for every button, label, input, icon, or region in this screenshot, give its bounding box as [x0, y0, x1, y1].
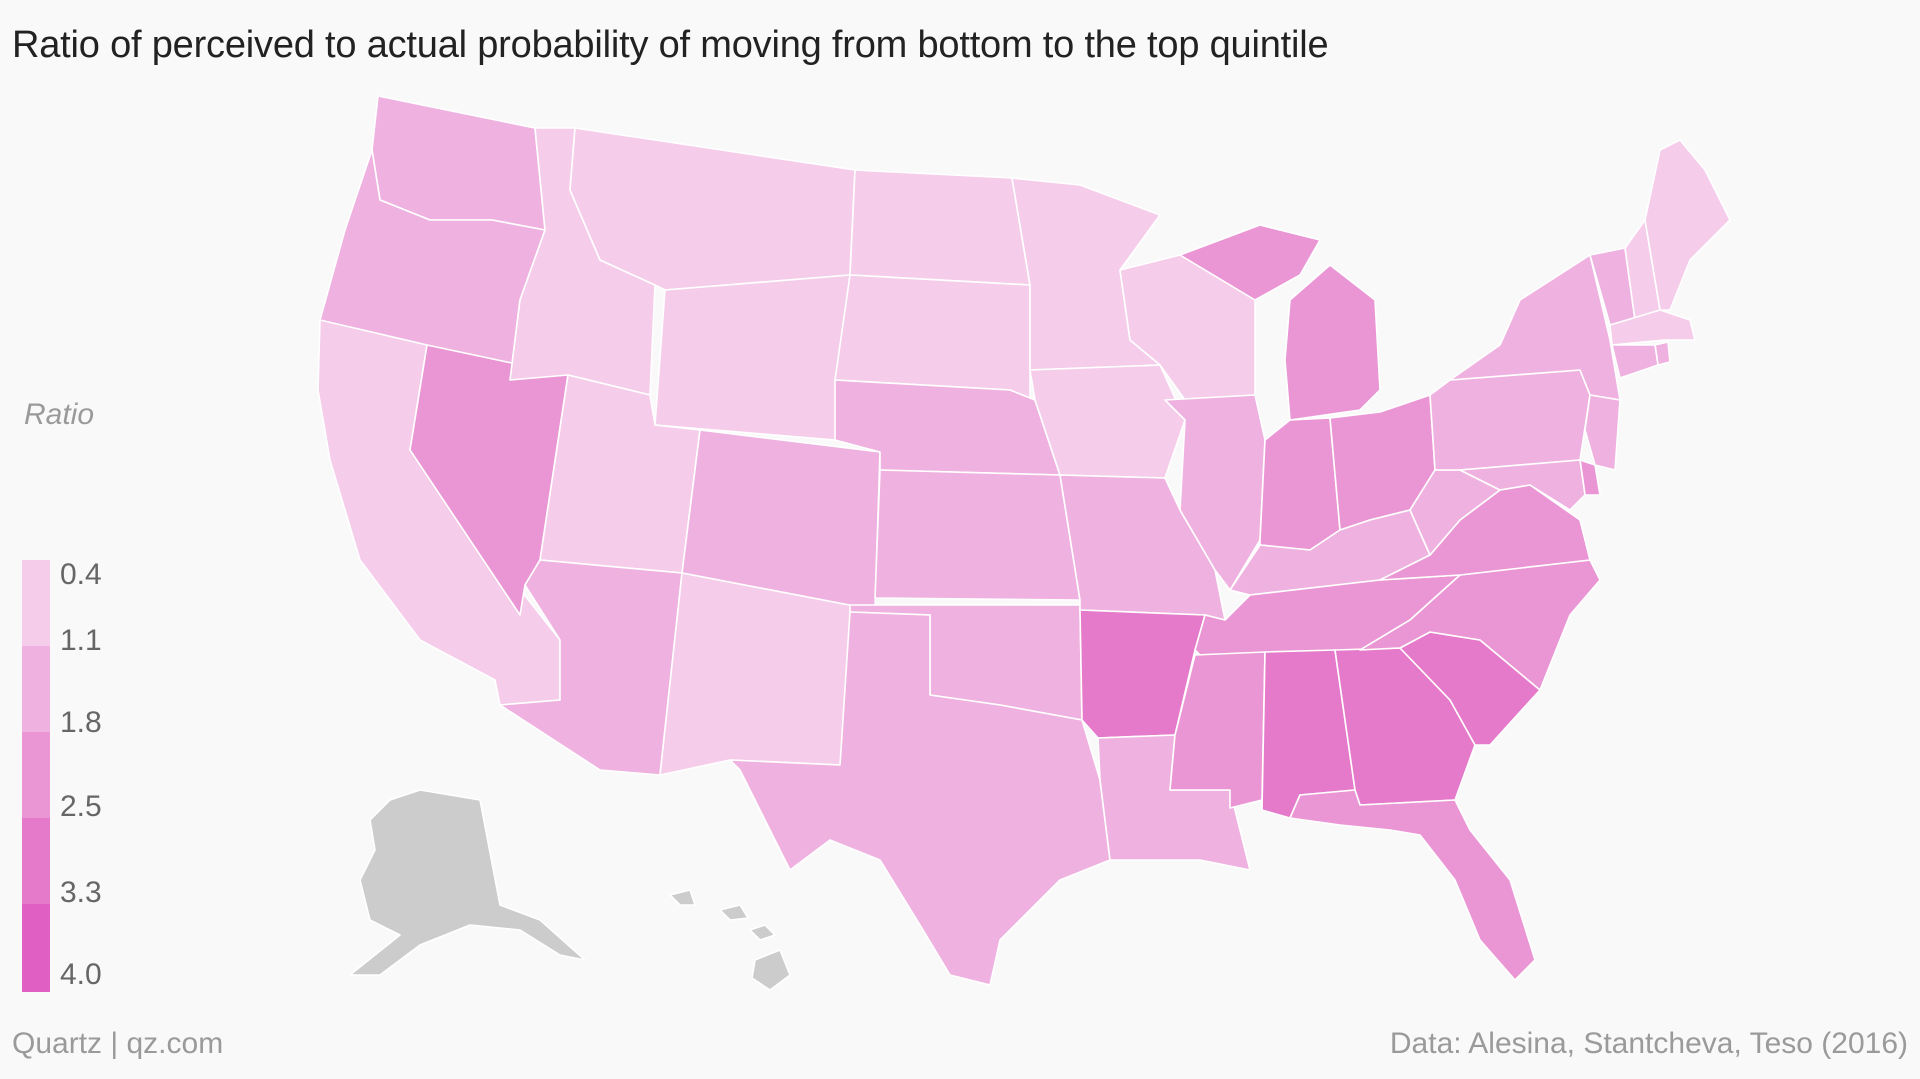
state-TX[interactable]	[729, 611, 1111, 986]
legend-swatch-5	[22, 904, 50, 992]
legend-tick-0.4: 0.4	[60, 558, 102, 591]
state-NC[interactable]	[1359, 559, 1601, 691]
state-NY[interactable]	[1449, 254, 1621, 401]
chart-title: Ratio of perceived to actual probability…	[12, 24, 1329, 66]
state-FL[interactable]	[1289, 789, 1536, 981]
data-source: Data: Alesina, Stantcheva, Teso (2016)	[1389, 1027, 1908, 1060]
state-MD[interactable]	[1459, 459, 1586, 511]
state-HI[interactable]	[669, 889, 791, 991]
state-CT[interactable]	[1611, 344, 1659, 379]
state-ND[interactable]	[849, 169, 1031, 286]
state-ME[interactable]	[1644, 139, 1731, 311]
state-NJ[interactable]	[1584, 394, 1621, 471]
legend-tick-3.3: 3.3	[60, 876, 102, 909]
legend-swatch-2	[22, 646, 50, 732]
state-PA[interactable]	[1429, 369, 1591, 471]
legend-tick-2.5: 2.5	[60, 790, 102, 823]
state-AK[interactable]	[349, 789, 586, 976]
state-WY[interactable]	[654, 274, 851, 441]
credit: Quartz | qz.com	[12, 1027, 224, 1060]
state-MT[interactable]	[569, 127, 856, 291]
state-MI[interactable]	[1179, 224, 1381, 421]
state-IN[interactable]	[1259, 417, 1341, 551]
color-legend: 0.4 1.1 1.8 2.5 3.3 4.0	[22, 560, 142, 992]
legend-tick-1.1: 1.1	[60, 624, 102, 657]
legend-swatch-3	[22, 732, 50, 818]
legend-swatch-1	[22, 560, 50, 646]
legend-tick-1.8: 1.8	[60, 706, 102, 739]
state-KS[interactable]	[874, 469, 1081, 601]
legend-title: Ratio	[24, 398, 95, 431]
legend-tick-4.0: 4.0	[60, 958, 102, 991]
legend-swatch-4	[22, 818, 50, 904]
